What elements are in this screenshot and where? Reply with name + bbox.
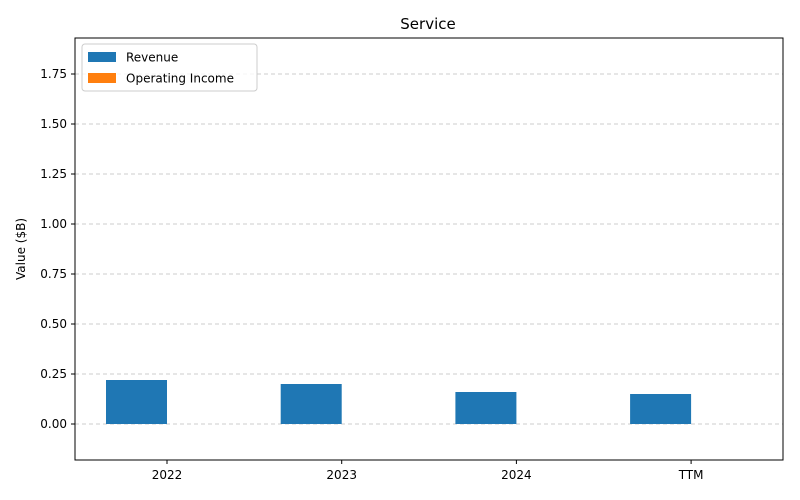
legend-swatch (88, 52, 116, 62)
y-tick-label: 1.25 (40, 167, 67, 181)
legend: Revenue Operating Income (81, 43, 258, 92)
grid-lines (75, 73, 783, 425)
x-tick-label: 2023 (326, 468, 357, 482)
bar-revenue-2023 (280, 384, 342, 424)
y-tick-label: 0.50 (40, 317, 67, 331)
y-tick-label: 0.00 (40, 417, 67, 431)
x-tick-label: 2022 (152, 468, 183, 482)
legend-label: Revenue (126, 51, 178, 65)
bars (106, 380, 692, 424)
x-axis: 2022 2023 2024 TTM (152, 460, 704, 482)
x-tick-label: TTM (678, 468, 704, 482)
y-tick-label: 1.75 (40, 67, 67, 81)
plot-frame (74, 37, 784, 461)
y-tick-label: 1.50 (40, 117, 67, 131)
bar-revenue-ttm (630, 394, 692, 424)
bar-revenue-2022 (106, 380, 167, 424)
y-tick-label: 0.25 (40, 367, 67, 381)
legend-box (81, 43, 258, 92)
legend-swatch (88, 73, 116, 83)
legend-label: Operating Income (126, 72, 234, 86)
y-tick-label: 1.00 (40, 217, 67, 231)
x-tick-label: 2024 (501, 468, 532, 482)
bar-revenue-2024 (455, 392, 517, 424)
y-axis: 0.00 0.25 0.50 0.75 1.00 1.25 1.50 1.75 (40, 67, 75, 431)
y-tick-label: 0.75 (40, 267, 67, 281)
y-axis-label: Value ($B) (14, 218, 28, 280)
chart-title: Service (400, 15, 455, 33)
